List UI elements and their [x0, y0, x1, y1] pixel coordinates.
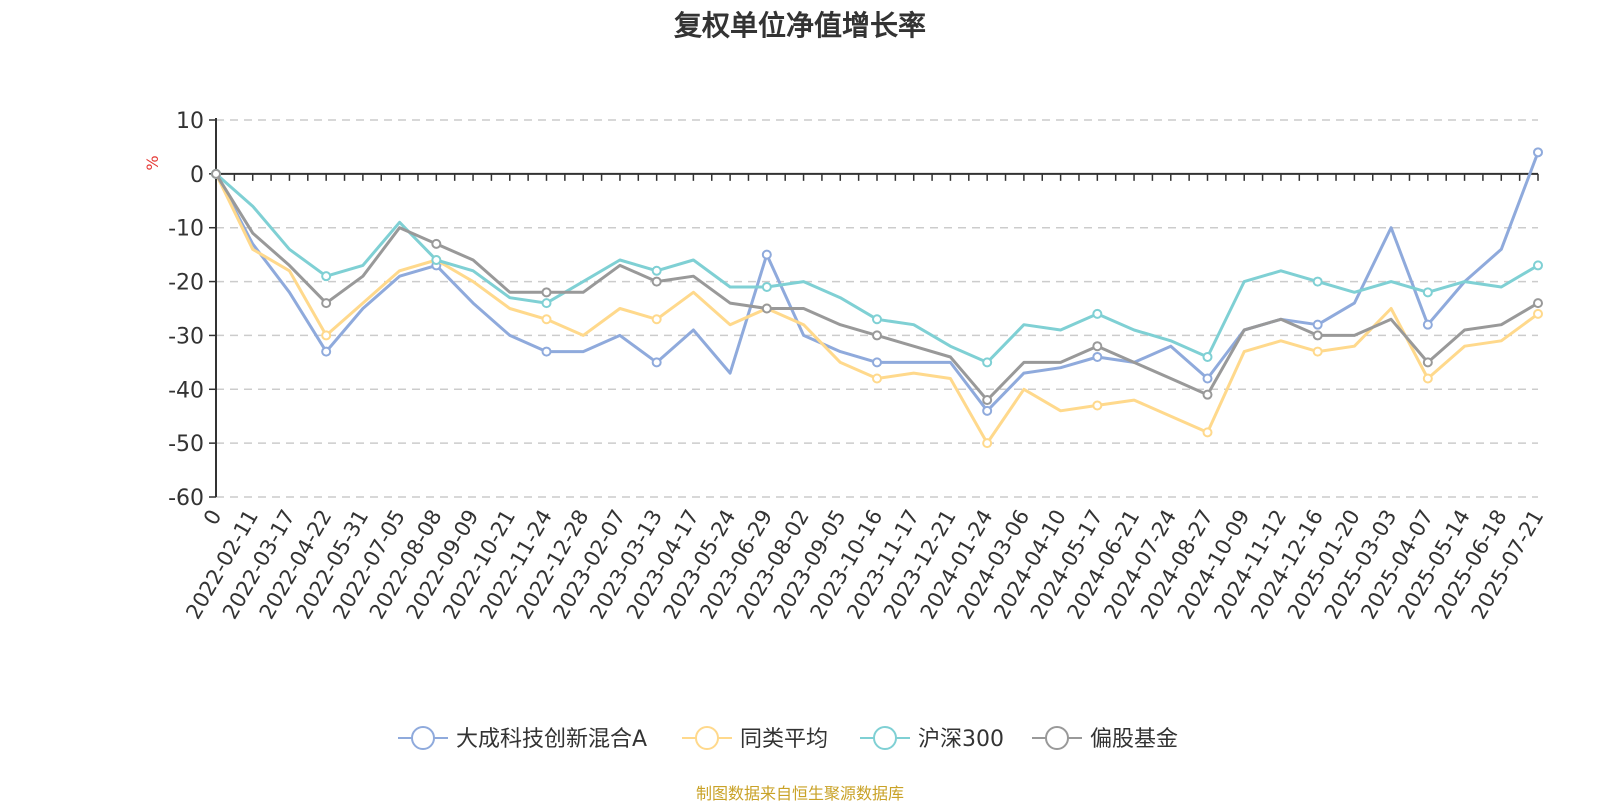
- series-lines: [211, 147, 1543, 449]
- legend-marker-2: [695, 726, 719, 750]
- y-tick-label: -30: [168, 324, 204, 349]
- series-2-point: [1202, 427, 1213, 438]
- legend-marker-3: [873, 726, 897, 750]
- series-3-point: [1202, 351, 1213, 362]
- series-4-point: [431, 238, 442, 249]
- series-1-point: [321, 346, 332, 357]
- legend-marker-1: [411, 726, 435, 750]
- legend-label-1: 大成科技创新混合A: [456, 727, 647, 752]
- series-3-point: [541, 298, 552, 309]
- series-1-point: [1422, 319, 1433, 330]
- legend: 大成科技创新混合A 同类平均 沪深300 偏股基金: [398, 726, 1178, 752]
- series-4-point: [872, 330, 882, 341]
- series-3-point: [1312, 276, 1323, 287]
- series-1-point: [1533, 147, 1543, 158]
- series-4-point: [211, 168, 221, 179]
- series-1-point: [761, 249, 772, 260]
- series-3-point: [761, 281, 772, 292]
- y-tick-label: -10: [168, 217, 204, 242]
- y-tick-label: -50: [168, 432, 204, 457]
- series-3-point: [982, 357, 993, 368]
- series-2-point: [651, 314, 662, 325]
- y-tick-label: -20: [168, 271, 204, 296]
- series-1-point: [541, 346, 552, 357]
- series-4-point: [541, 287, 552, 298]
- series-4-point: [1092, 341, 1103, 352]
- series-4-point: [321, 298, 332, 309]
- series-2-point: [872, 373, 882, 384]
- series-1-point: [1312, 319, 1323, 330]
- series-line-2: [214, 172, 1540, 445]
- series-3-point: [1422, 287, 1433, 298]
- series-2-point: [321, 330, 332, 341]
- series-4-point: [761, 303, 772, 314]
- source-note: 制图数据来自恒生聚源数据库: [695, 784, 904, 803]
- series-4-point: [1312, 330, 1323, 341]
- series-3-point: [1092, 308, 1103, 319]
- series-3-point: [872, 314, 882, 325]
- series-3-point: [651, 265, 662, 276]
- series-1-point: [982, 405, 993, 416]
- series-1-point: [651, 357, 662, 368]
- series-4-point: [1533, 298, 1543, 309]
- series-4-point: [1422, 357, 1433, 368]
- series-1-point: [1092, 351, 1103, 362]
- y-tick-label: 10: [176, 109, 204, 134]
- series-1-point: [1202, 373, 1213, 384]
- y-tick-label: -60: [168, 486, 204, 511]
- x-tick-label: 0: [199, 506, 226, 530]
- series-2-point: [541, 314, 552, 325]
- y-tick-label: -40: [168, 378, 204, 403]
- series-2-point: [1092, 400, 1103, 411]
- series-3-point: [431, 255, 442, 266]
- series-2-point: [1312, 346, 1323, 357]
- legend-label-3: 沪深300: [918, 727, 1004, 752]
- y-axis-label: %: [143, 155, 162, 170]
- series-4-point: [1202, 389, 1213, 400]
- legend-label-2: 同类平均: [740, 727, 828, 752]
- series-2-point: [982, 438, 993, 449]
- series-4-point: [982, 395, 993, 406]
- series-3-point: [321, 271, 332, 282]
- chart-title: 复权单位净值增长率: [673, 9, 926, 42]
- y-tick-label: 0: [190, 163, 204, 188]
- series-3-point: [1533, 260, 1543, 271]
- series-4-point: [651, 276, 662, 287]
- series-2-point: [1533, 308, 1543, 319]
- series-2-point: [1422, 373, 1433, 384]
- legend-label-4: 偏股基金: [1090, 727, 1178, 752]
- series-1-point: [872, 357, 882, 368]
- legend-marker-4: [1045, 726, 1069, 750]
